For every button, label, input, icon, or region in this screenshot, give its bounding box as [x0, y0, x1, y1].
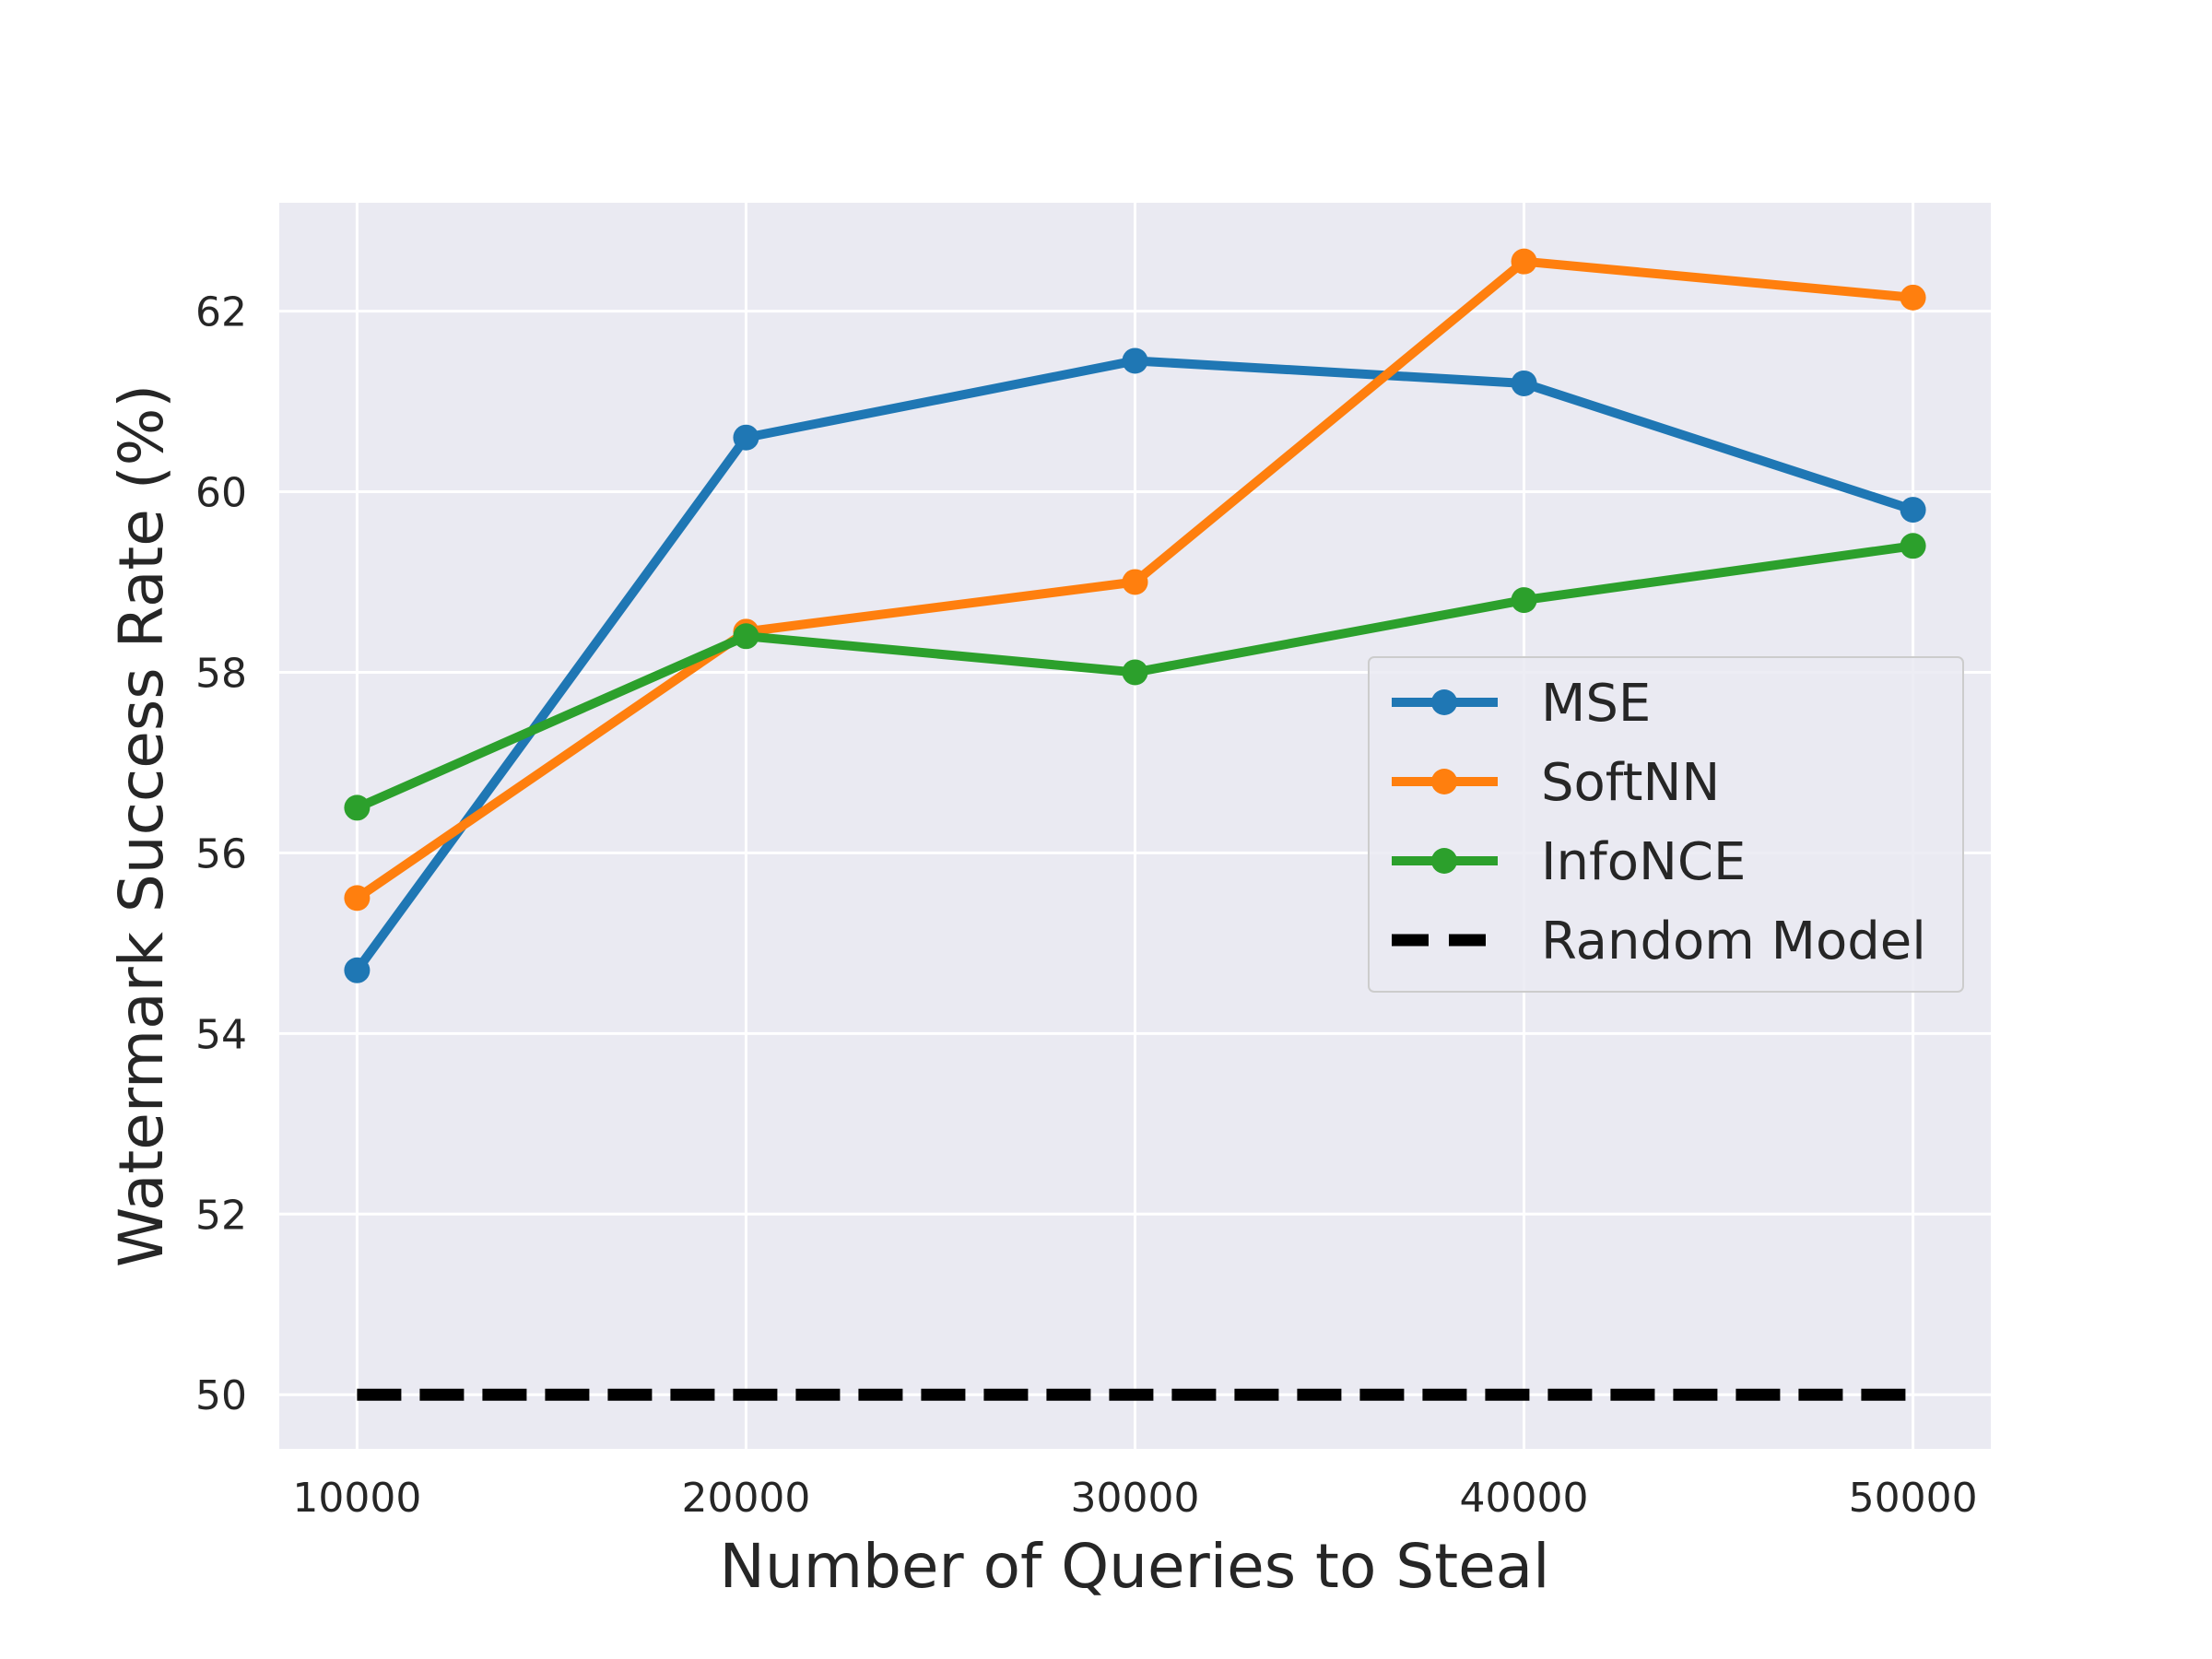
series-layer — [344, 248, 1926, 1401]
y-tick-label: 56 — [195, 830, 247, 877]
legend-item-mse: MSE — [1392, 674, 1651, 734]
legend-box — [1368, 656, 1964, 993]
x-tick-label: 50000 — [1849, 1475, 1978, 1522]
y-tick-labels: 50 52 54 56 58 60 62 — [195, 289, 247, 1420]
legend-label-mse: MSE — [1541, 674, 1651, 734]
series-mse — [344, 347, 1926, 983]
y-tick-label: 60 — [195, 470, 247, 517]
legend-marker-mse — [1431, 689, 1457, 715]
data-point-infonce — [1122, 659, 1148, 686]
x-axis-label: Number of Queries to Steal — [720, 1531, 1550, 1602]
data-point-softnn — [1900, 284, 1926, 311]
legend: MSE SoftNN InfoNCE Random Model — [1368, 656, 1964, 993]
legend-item-softnn: SoftNN — [1392, 753, 1720, 813]
y-tick-label: 62 — [195, 289, 247, 336]
legend-item-infonce: InfoNCE — [1392, 832, 1746, 892]
x-tick-label: 30000 — [1071, 1475, 1200, 1522]
data-point-infonce — [1511, 587, 1537, 614]
data-point-infonce — [344, 794, 371, 821]
x-tick-labels: 10000 20000 30000 40000 50000 — [292, 1475, 1977, 1522]
data-point-softnn — [344, 885, 371, 912]
y-axis-label: Watermark Success Rate (%) — [106, 384, 177, 1267]
legend-marker-infonce — [1431, 848, 1457, 874]
data-point-infonce — [733, 623, 759, 650]
y-tick-label: 58 — [195, 650, 247, 697]
data-point-mse — [1511, 370, 1537, 396]
data-point-mse — [1122, 347, 1148, 374]
data-point-softnn — [1511, 248, 1537, 275]
series-infonce — [344, 533, 1926, 821]
data-point-softnn — [1122, 569, 1148, 595]
legend-label-infonce: InfoNCE — [1541, 832, 1746, 892]
y-tick-label: 52 — [195, 1192, 247, 1239]
y-tick-label: 50 — [195, 1372, 247, 1419]
legend-marker-softnn — [1431, 769, 1457, 794]
legend-label-softnn: SoftNN — [1541, 753, 1720, 813]
x-tick-label: 20000 — [681, 1475, 810, 1522]
x-tick-label: 40000 — [1460, 1475, 1589, 1522]
series-softnn — [344, 248, 1926, 912]
data-point-mse — [344, 957, 371, 983]
data-point-infonce — [1900, 533, 1926, 559]
legend-item-random-model: Random Model — [1392, 912, 1926, 971]
data-point-mse — [733, 424, 759, 451]
legend-label-random-model: Random Model — [1541, 912, 1926, 971]
x-tick-label: 10000 — [292, 1475, 421, 1522]
data-point-mse — [1900, 497, 1926, 524]
y-tick-label: 54 — [195, 1011, 247, 1058]
